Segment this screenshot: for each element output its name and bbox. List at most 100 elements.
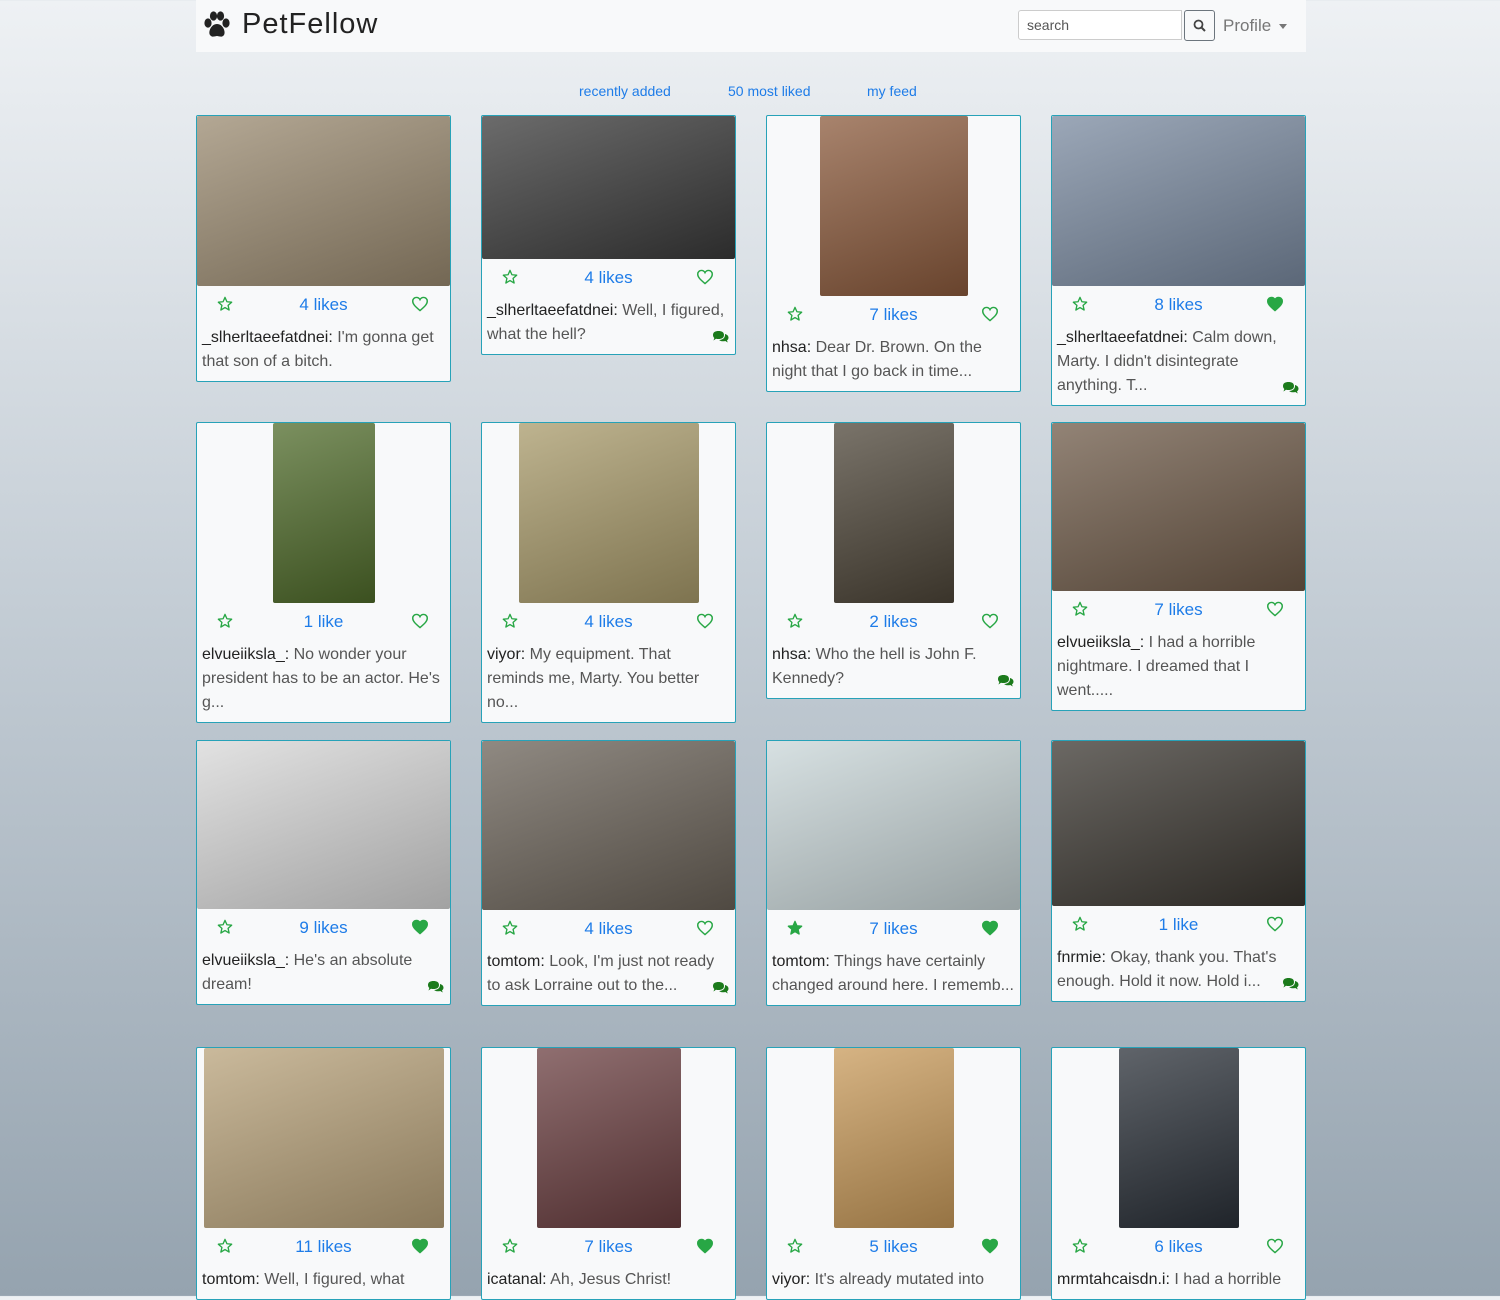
post-username[interactable]: tomtom (772, 953, 826, 970)
favorite-toggle[interactable] (217, 296, 233, 317)
favorite-toggle[interactable] (1072, 601, 1088, 622)
likes-count[interactable]: 7 likes (1154, 600, 1203, 619)
comments-icon[interactable] (1282, 977, 1299, 990)
comments-icon[interactable] (712, 330, 729, 343)
likes-count[interactable]: 9 likes (299, 918, 348, 937)
star-icon[interactable] (217, 919, 233, 935)
pet-photo[interactable] (482, 116, 735, 259)
profile-dropdown[interactable]: Profile (1223, 16, 1288, 36)
heart-icon[interactable] (411, 919, 429, 935)
pet-photo[interactable] (272, 423, 375, 603)
like-toggle[interactable] (1266, 296, 1284, 317)
search-button[interactable] (1184, 10, 1215, 41)
post-username[interactable]: elvueiiksla_ (202, 646, 285, 663)
pet-photo[interactable] (833, 1048, 954, 1228)
likes-count[interactable]: 11 likes (295, 1237, 352, 1256)
brand[interactable]: PetFellow (202, 8, 378, 41)
like-toggle[interactable] (981, 613, 999, 634)
pet-photo[interactable] (1052, 741, 1305, 906)
star-icon[interactable] (502, 613, 518, 629)
star-icon[interactable] (217, 613, 233, 629)
heart-icon[interactable] (696, 1238, 714, 1254)
star-icon[interactable] (787, 920, 803, 936)
favorite-toggle[interactable] (787, 920, 803, 941)
pet-photo[interactable] (767, 741, 1020, 910)
post-username[interactable]: _slherltaeefatdnei (487, 302, 614, 319)
favorite-toggle[interactable] (217, 919, 233, 940)
pet-photo[interactable] (482, 741, 735, 910)
star-icon[interactable] (502, 269, 518, 285)
comments-link[interactable] (712, 327, 729, 351)
favorite-toggle[interactable] (217, 1238, 233, 1259)
heart-icon[interactable] (981, 306, 999, 322)
star-icon[interactable] (502, 1238, 518, 1254)
pet-photo[interactable] (197, 741, 450, 909)
like-toggle[interactable] (981, 306, 999, 327)
pet-photo[interactable] (203, 1048, 444, 1228)
favorite-toggle[interactable] (1072, 1238, 1088, 1259)
like-toggle[interactable] (411, 919, 429, 940)
favorite-toggle[interactable] (502, 920, 518, 941)
post-username[interactable]: icatanal (487, 1271, 543, 1288)
post-username[interactable]: fnrmie (1057, 949, 1102, 966)
like-toggle[interactable] (696, 269, 714, 290)
star-icon[interactable] (787, 613, 803, 629)
heart-icon[interactable] (696, 613, 714, 629)
like-toggle[interactable] (696, 920, 714, 941)
heart-icon[interactable] (1266, 296, 1284, 312)
pet-photo[interactable] (1052, 423, 1305, 591)
favorite-toggle[interactable] (1072, 916, 1088, 937)
like-toggle[interactable] (1266, 916, 1284, 937)
comments-icon[interactable] (427, 980, 444, 993)
comments-icon[interactable] (1282, 381, 1299, 394)
post-username[interactable]: tomtom (202, 1271, 256, 1288)
like-toggle[interactable] (411, 1238, 429, 1259)
favorite-toggle[interactable] (787, 306, 803, 327)
favorite-toggle[interactable] (217, 613, 233, 634)
like-toggle[interactable] (696, 613, 714, 634)
favorite-toggle[interactable] (787, 1238, 803, 1259)
comments-link[interactable] (997, 671, 1014, 695)
post-username[interactable]: _slherltaeefatdnei (202, 329, 329, 346)
post-username[interactable]: elvueiiksla_ (202, 952, 285, 969)
heart-icon[interactable] (981, 613, 999, 629)
pet-photo[interactable] (1052, 116, 1305, 286)
likes-count[interactable]: 4 likes (299, 295, 348, 314)
heart-icon[interactable] (411, 296, 429, 312)
likes-count[interactable]: 8 likes (1154, 295, 1203, 314)
favorite-toggle[interactable] (502, 269, 518, 290)
likes-count[interactable]: 6 likes (1154, 1237, 1203, 1256)
heart-icon[interactable] (411, 1238, 429, 1254)
pet-photo[interactable] (819, 116, 968, 296)
heart-icon[interactable] (1266, 1238, 1284, 1254)
like-toggle[interactable] (411, 296, 429, 317)
pet-photo[interactable] (833, 423, 954, 603)
star-icon[interactable] (1072, 916, 1088, 932)
likes-count[interactable]: 4 likes (584, 612, 633, 631)
star-icon[interactable] (787, 1238, 803, 1254)
heart-icon[interactable] (411, 613, 429, 629)
favorite-toggle[interactable] (1072, 296, 1088, 317)
like-toggle[interactable] (1266, 1238, 1284, 1259)
comments-link[interactable] (712, 978, 729, 1002)
comments-icon[interactable] (712, 981, 729, 994)
comments-link[interactable] (427, 977, 444, 1001)
post-username[interactable]: tomtom (487, 953, 541, 970)
heart-icon[interactable] (696, 920, 714, 936)
likes-count[interactable]: 2 likes (869, 612, 918, 631)
heart-icon[interactable] (981, 920, 999, 936)
favorite-toggle[interactable] (787, 613, 803, 634)
like-toggle[interactable] (981, 1238, 999, 1259)
likes-count[interactable]: 1 like (303, 612, 344, 631)
comments-link[interactable] (1282, 378, 1299, 402)
favorite-toggle[interactable] (502, 1238, 518, 1259)
likes-count[interactable]: 4 likes (584, 268, 633, 287)
post-username[interactable]: viyor (487, 646, 521, 663)
likes-count[interactable]: 1 like (1158, 915, 1199, 934)
like-toggle[interactable] (696, 1238, 714, 1259)
heart-icon[interactable] (1266, 601, 1284, 617)
likes-count[interactable]: 7 likes (869, 919, 918, 938)
heart-icon[interactable] (981, 1238, 999, 1254)
post-username[interactable]: viyor (772, 1271, 806, 1288)
likes-count[interactable]: 4 likes (584, 919, 633, 938)
